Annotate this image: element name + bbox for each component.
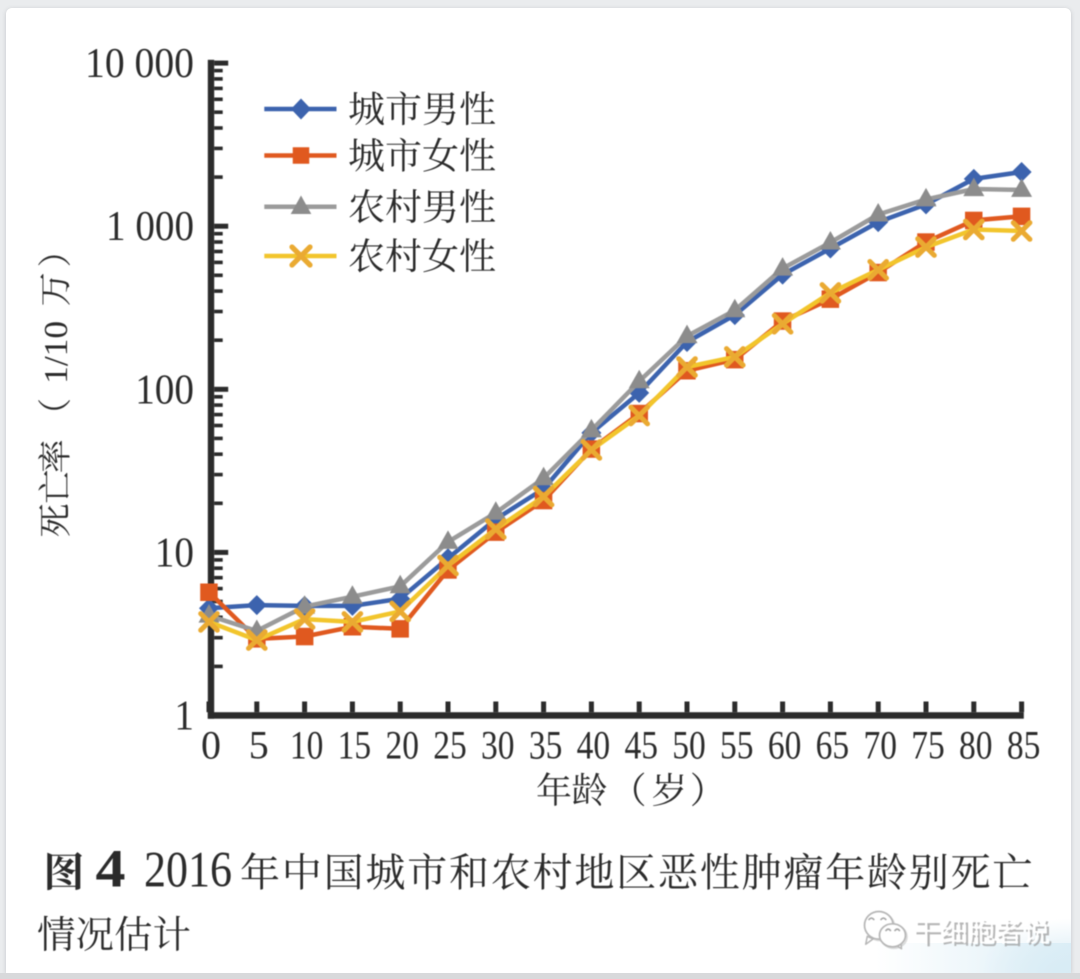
svg-text:55: 55 [720,723,754,768]
svg-text:35: 35 [529,723,563,768]
svg-text:45: 45 [624,723,658,768]
svg-text:80: 80 [959,723,993,768]
svg-text:85: 85 [1007,723,1041,768]
svg-text:65: 65 [816,723,850,768]
svg-text:20: 20 [385,723,419,768]
svg-text:4: 4 [96,839,126,899]
svg-text:40: 40 [577,723,611,768]
svg-text:15: 15 [338,723,372,768]
svg-text:10: 10 [290,723,324,768]
svg-text:100: 100 [135,367,194,413]
svg-text:60: 60 [768,723,802,768]
svg-text:1: 1 [174,694,194,740]
svg-text:1 000: 1 000 [106,204,194,250]
svg-text:0: 0 [201,723,221,768]
svg-text:10 000: 10 000 [85,41,194,87]
svg-text:30: 30 [481,723,515,768]
svg-text:2016: 2016 [144,843,232,899]
svg-text:75: 75 [911,723,945,768]
svg-text:25: 25 [433,723,467,768]
svg-text:5: 5 [249,723,269,768]
svg-text:1/10: 1/10 [38,321,75,384]
svg-text:50: 50 [672,723,706,768]
svg-text:10: 10 [155,530,194,576]
svg-text:70: 70 [863,723,897,768]
